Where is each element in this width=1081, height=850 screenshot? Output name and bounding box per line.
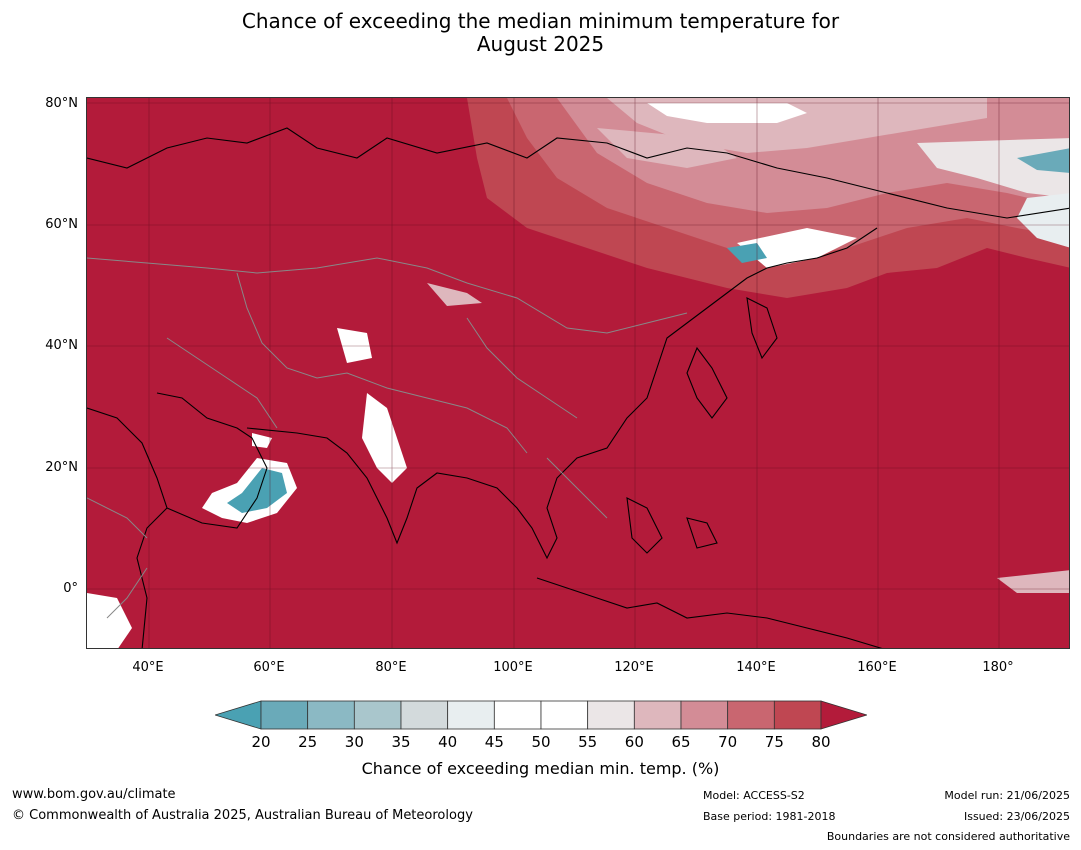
footer-boundaries-note: Boundaries are not considered authoritat… bbox=[826, 830, 1070, 843]
country-borders bbox=[87, 257, 688, 619]
colorbar-segment bbox=[680, 700, 729, 730]
colorbar-tick-label: 60 bbox=[624, 733, 644, 751]
colorbar-tick-label: 20 bbox=[251, 733, 271, 751]
footer-base-period: Base period: 1981-2018 bbox=[703, 810, 836, 823]
colorbar-tick-label: 80 bbox=[811, 733, 831, 751]
lat-label-0: 0° bbox=[63, 581, 78, 596]
colorbar-tick-label: 65 bbox=[671, 733, 691, 751]
probability-map[interactable] bbox=[86, 97, 1070, 649]
colorbar-segment bbox=[587, 700, 635, 730]
lon-label-60e: 60°E bbox=[253, 660, 285, 675]
colorbar-tick-label: 70 bbox=[718, 733, 738, 751]
lat-label-80n: 80°N bbox=[45, 96, 78, 111]
colorbar-tick-label: 30 bbox=[344, 733, 364, 751]
map-canvas bbox=[87, 98, 1069, 648]
colorbar-segment bbox=[773, 700, 822, 730]
colorbar-label: Chance of exceeding median min. temp. (%… bbox=[361, 759, 720, 778]
colorbar-tick-label: 55 bbox=[578, 733, 598, 751]
colorbar-segment bbox=[540, 700, 589, 730]
lat-label-40n: 40°N bbox=[45, 338, 78, 353]
lon-label-180: 180° bbox=[982, 660, 1014, 675]
footer-url[interactable]: www.bom.gov.au/climate bbox=[12, 787, 176, 802]
lon-label-140e: 140°E bbox=[736, 660, 776, 675]
colorbar-segment bbox=[493, 700, 542, 730]
colorbar-segment bbox=[307, 700, 355, 730]
map-title-line-2: August 2025 bbox=[476, 32, 605, 56]
colorbar-segment bbox=[727, 700, 775, 730]
lon-label-80e: 80°E bbox=[375, 660, 407, 675]
colorbar-tick-label: 40 bbox=[438, 733, 458, 751]
colorbar-segment bbox=[353, 700, 402, 730]
lon-label-100e: 100°E bbox=[493, 660, 533, 675]
colorbar-tick-label: 75 bbox=[764, 733, 784, 751]
graticule bbox=[87, 98, 1069, 648]
footer-copyright: © Commonwealth of Australia 2025, Austra… bbox=[12, 808, 473, 823]
colorbar bbox=[215, 700, 867, 730]
colorbar-segment bbox=[447, 700, 495, 730]
colorbar-arrow-high bbox=[820, 700, 867, 730]
colorbar-tick-label: 35 bbox=[391, 733, 411, 751]
east-africa-contour bbox=[87, 593, 132, 648]
colorbar-segment bbox=[633, 700, 682, 730]
colorbar-tick-label: 25 bbox=[298, 733, 318, 751]
coastlines bbox=[87, 127, 1069, 648]
colorbar-tick-label: 50 bbox=[531, 733, 551, 751]
colorbar-arrow-low bbox=[215, 700, 262, 730]
northern-contour-bands bbox=[467, 98, 1069, 298]
lon-label-120e: 120°E bbox=[614, 660, 654, 675]
colorbar-tick-label: 45 bbox=[484, 733, 504, 751]
lon-label-160e: 160°E bbox=[857, 660, 897, 675]
lon-label-40e: 40°E bbox=[132, 660, 164, 675]
colorbar-segment bbox=[260, 700, 309, 730]
map-title-line-1: Chance of exceeding the median minimum t… bbox=[241, 9, 840, 33]
lat-label-20n: 20°N bbox=[45, 460, 78, 475]
colorbar-segment bbox=[400, 700, 449, 730]
pacific-contour bbox=[997, 570, 1069, 593]
lat-label-60n: 60°N bbox=[45, 217, 78, 232]
footer-model: Model: ACCESS-S2 bbox=[703, 789, 805, 802]
map-title: Chance of exceeding the median minimum t… bbox=[0, 10, 1081, 56]
footer-issued: Issued: 23/06/2025 bbox=[963, 810, 1070, 823]
footer-model-run: Model run: 21/06/2025 bbox=[944, 789, 1070, 802]
arabian-sea-contours bbox=[202, 283, 482, 523]
